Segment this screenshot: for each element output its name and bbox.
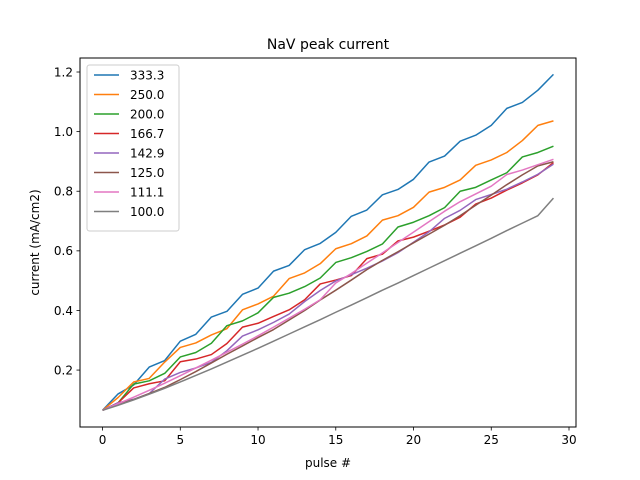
y-axis-label: current (mA/cm2): [28, 189, 42, 295]
series-line-5: [102, 161, 554, 412]
legend: 333.3 250.0 200.0 166.7 142.9 125.0 111.1 100.0: [86, 64, 180, 232]
legend-label: 100.0: [130, 205, 164, 219]
y-tick-label: 1.2: [54, 65, 73, 79]
legend-label: 111.1: [130, 185, 164, 199]
plot-lines: [102, 73, 555, 412]
x-tick-label: 25: [484, 433, 499, 447]
y-tick-label: 0.2: [54, 363, 73, 377]
x-tick-label: 20: [406, 433, 421, 447]
y-tick-label: 0.4: [54, 304, 73, 318]
x-tick-label: 0: [99, 433, 107, 447]
legend-label: 200.0: [130, 107, 164, 121]
chart-title: NaV peak current: [267, 37, 390, 53]
legend-label: 166.7: [130, 127, 164, 141]
y-tick-label: 0.6: [54, 244, 73, 258]
y-tick-label: 0.8: [54, 185, 73, 199]
x-tick-label: 10: [250, 433, 265, 447]
x-axis: 0 5 10 15 20 25 30: [99, 427, 577, 447]
x-tick-label: 30: [561, 433, 576, 447]
legend-label: 333.3: [130, 68, 164, 82]
legend-label: 125.0: [130, 166, 164, 180]
series-line-6: [102, 158, 554, 412]
x-axis-label: pulse #: [305, 456, 351, 470]
series-line-0: [102, 73, 554, 411]
y-axis: 0.2 0.4 0.6 0.8 1.0 1.2: [54, 65, 80, 377]
legend-label: 250.0: [130, 88, 164, 102]
x-tick-label: 15: [328, 433, 343, 447]
series-line-1: [102, 120, 554, 411]
series-line-2: [102, 145, 554, 411]
series-line-7: [102, 197, 555, 412]
series-line-4: [102, 163, 554, 411]
x-tick-label: 5: [176, 433, 184, 447]
y-tick-label: 1.0: [54, 125, 73, 139]
legend-label: 142.9: [130, 146, 164, 160]
legend-box: [86, 64, 180, 232]
plot-frame: [79, 57, 577, 428]
